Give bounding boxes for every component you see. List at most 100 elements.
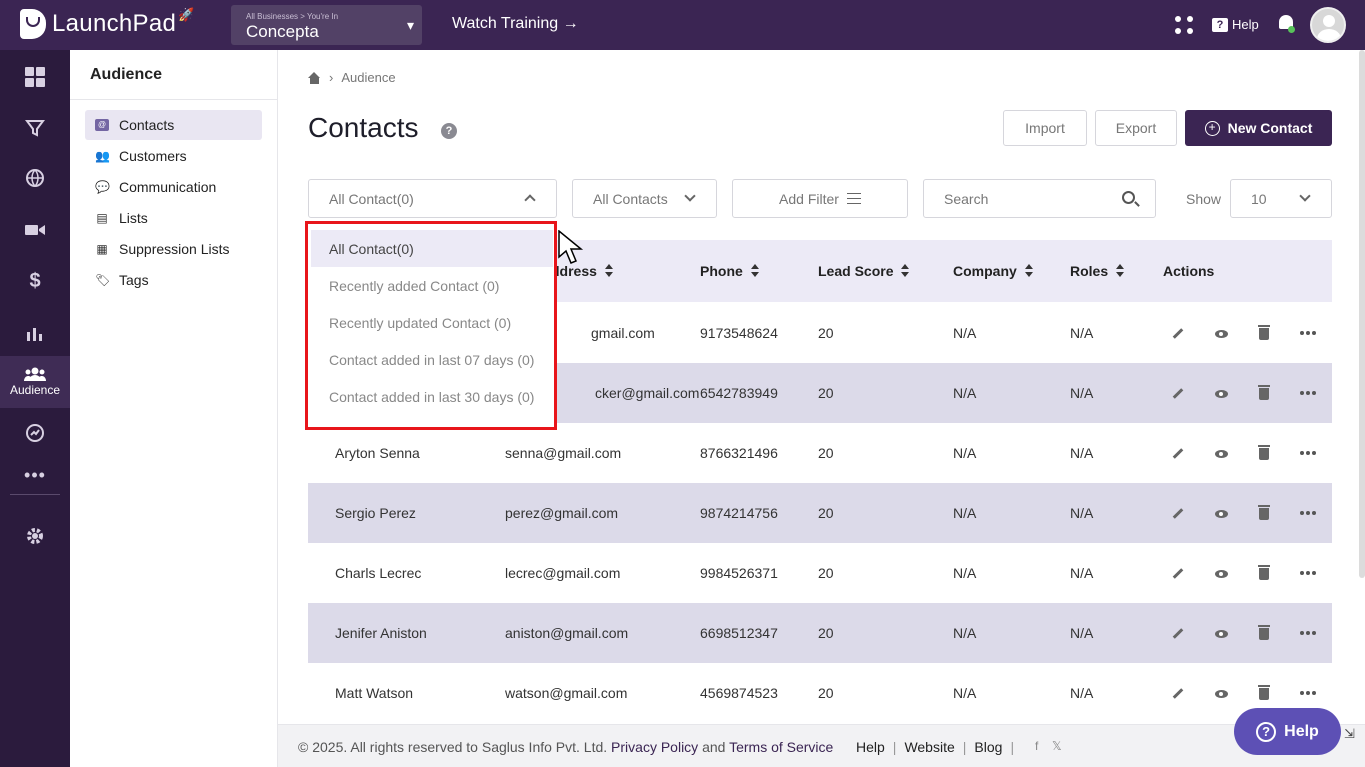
bell-icon[interactable] [1278,15,1295,33]
table-row[interactable]: Aryton Senna senna@gmail.com 8766321496 … [308,423,1332,483]
funnel-icon[interactable] [0,108,70,148]
table-row[interactable]: Charls Lecrec lecrec@gmail.com 998452637… [308,543,1332,603]
dropdown-option-recently-added[interactable]: Recently added Contact (0) [329,277,500,294]
sort-icon[interactable] [750,264,759,278]
view-icon[interactable] [1213,385,1229,401]
subnav-item-communication[interactable]: 💬 Communication [85,172,262,202]
more-icon[interactable]: ••• [24,464,46,485]
resize-handle-icon[interactable]: ⇲ [1344,726,1355,741]
search-input[interactable]: Search [923,179,1156,218]
column-company[interactable]: Company [953,263,1033,279]
help-icon: ? [1212,17,1228,32]
reports-icon[interactable] [0,413,70,453]
terms-link[interactable]: Terms of Service [729,739,834,755]
more-options-icon[interactable] [1300,445,1320,461]
column-roles[interactable]: Roles [1070,263,1125,279]
delete-icon[interactable] [1256,445,1272,461]
privacy-policy-link[interactable]: Privacy Policy [611,739,699,755]
logo[interactable]: LaunchPad 🚀 [20,7,194,39]
view-icon[interactable] [1213,325,1229,341]
more-options-icon[interactable] [1300,565,1320,581]
search-icon[interactable] [1122,191,1135,204]
export-button[interactable]: Export [1095,110,1177,146]
subnav-item-lists[interactable]: ▤ Lists [85,203,262,233]
edit-icon[interactable] [1170,565,1186,581]
dollar-icon[interactable]: $ [29,269,41,292]
settings-icon[interactable] [0,516,70,556]
view-icon[interactable] [1213,565,1229,581]
view-icon[interactable] [1213,685,1229,701]
apps-grid-icon[interactable] [1175,16,1193,34]
column-email[interactable]: ddress [551,263,613,279]
globe-icon[interactable] [0,158,70,198]
add-filter-button[interactable]: Add Filter [732,179,908,218]
subnav-item-suppression-lists[interactable]: ▦ Suppression Lists [85,234,262,264]
column-phone[interactable]: Phone [700,263,759,279]
home-icon[interactable] [308,71,321,84]
delete-icon[interactable] [1256,625,1272,641]
help-chat-button[interactable]: ? Help [1234,708,1341,755]
sort-icon[interactable] [1024,264,1033,278]
segment-select[interactable]: All Contact(0) [308,179,557,218]
delete-icon[interactable] [1256,685,1272,701]
dropdown-option-last-7-days[interactable]: Contact added in last 07 days (0) [329,351,535,368]
edit-icon[interactable] [1170,325,1186,341]
help-circle-icon[interactable]: ? [441,123,457,139]
sort-icon[interactable] [604,264,613,278]
import-button[interactable]: Import [1003,110,1087,146]
help-button[interactable]: ? Help [1212,17,1259,32]
sort-icon[interactable] [1116,264,1125,278]
more-options-icon[interactable] [1300,625,1320,641]
edit-icon[interactable] [1170,685,1186,701]
more-options-icon[interactable] [1300,685,1320,701]
view-icon[interactable] [1213,625,1229,641]
footer-website-link[interactable]: Website [904,739,955,755]
edit-icon[interactable] [1170,625,1186,641]
delete-icon[interactable] [1256,505,1272,521]
edit-icon[interactable] [1170,385,1186,401]
more-options-icon[interactable] [1300,385,1320,401]
edit-icon[interactable] [1170,505,1186,521]
dropdown-option-recently-updated[interactable]: Recently updated Contact (0) [329,314,512,331]
dropdown-option-last-30-days[interactable]: Contact added in last 30 days (0) [329,388,535,405]
analytics-icon[interactable] [0,313,70,353]
table-row[interactable]: Jenifer Aniston aniston@gmail.com 669851… [308,603,1332,663]
footer-blog-link[interactable]: Blog [974,739,1003,755]
page-size-select[interactable]: 10 [1230,179,1332,218]
subnav-item-contacts[interactable]: @ Contacts [85,110,262,140]
avatar[interactable] [1310,7,1346,43]
scrollbar[interactable] [1359,50,1365,578]
view-icon[interactable] [1213,505,1229,521]
plus-circle-icon: + [1204,120,1220,136]
video-icon[interactable] [0,210,70,250]
help-chat-label: Help [1284,722,1319,740]
business-selector[interactable]: All Businesses > You're In Concepta ▾ [231,5,422,45]
dashboard-icon[interactable] [0,57,70,97]
new-contact-button[interactable]: + New Contact [1185,110,1332,146]
facebook-icon[interactable]: f [1035,739,1039,753]
rail-item-audience[interactable]: Audience [0,356,70,408]
delete-icon[interactable] [1256,385,1272,401]
more-options-icon[interactable] [1300,325,1320,341]
footer-help-link[interactable]: Help [856,739,885,755]
delete-icon[interactable] [1256,325,1272,341]
more-options-icon[interactable] [1300,505,1320,521]
dropdown-option-all[interactable]: All Contact(0) [311,230,553,267]
table-row[interactable]: gmail.com 9173548624 20 N/A N/A [308,303,1332,363]
view-icon[interactable] [1213,445,1229,461]
breadcrumb-current[interactable]: Audience [341,70,396,85]
table-row[interactable]: Matt Watson watson@gmail.com 4569874523 … [308,663,1332,723]
watch-training-link[interactable]: Watch Training → [452,15,579,32]
subnav-item-customers[interactable]: 👥 Customers [85,141,262,171]
sort-icon[interactable] [901,264,910,278]
x-icon[interactable]: 𝕏 [1052,739,1062,753]
column-lead-score[interactable]: Lead Score [818,263,910,279]
chevron-down-icon: ▾ [406,17,414,33]
chevron-right-icon: › [329,70,334,85]
breadcrumb: › Audience [308,70,396,85]
edit-icon[interactable] [1170,445,1186,461]
subnav-item-tags[interactable]: 🏷 Tags [85,265,262,295]
table-row[interactable]: Sergio Perez perez@gmail.com 9874214756 … [308,483,1332,543]
delete-icon[interactable] [1256,565,1272,581]
contacts-type-select[interactable]: All Contacts [572,179,717,218]
